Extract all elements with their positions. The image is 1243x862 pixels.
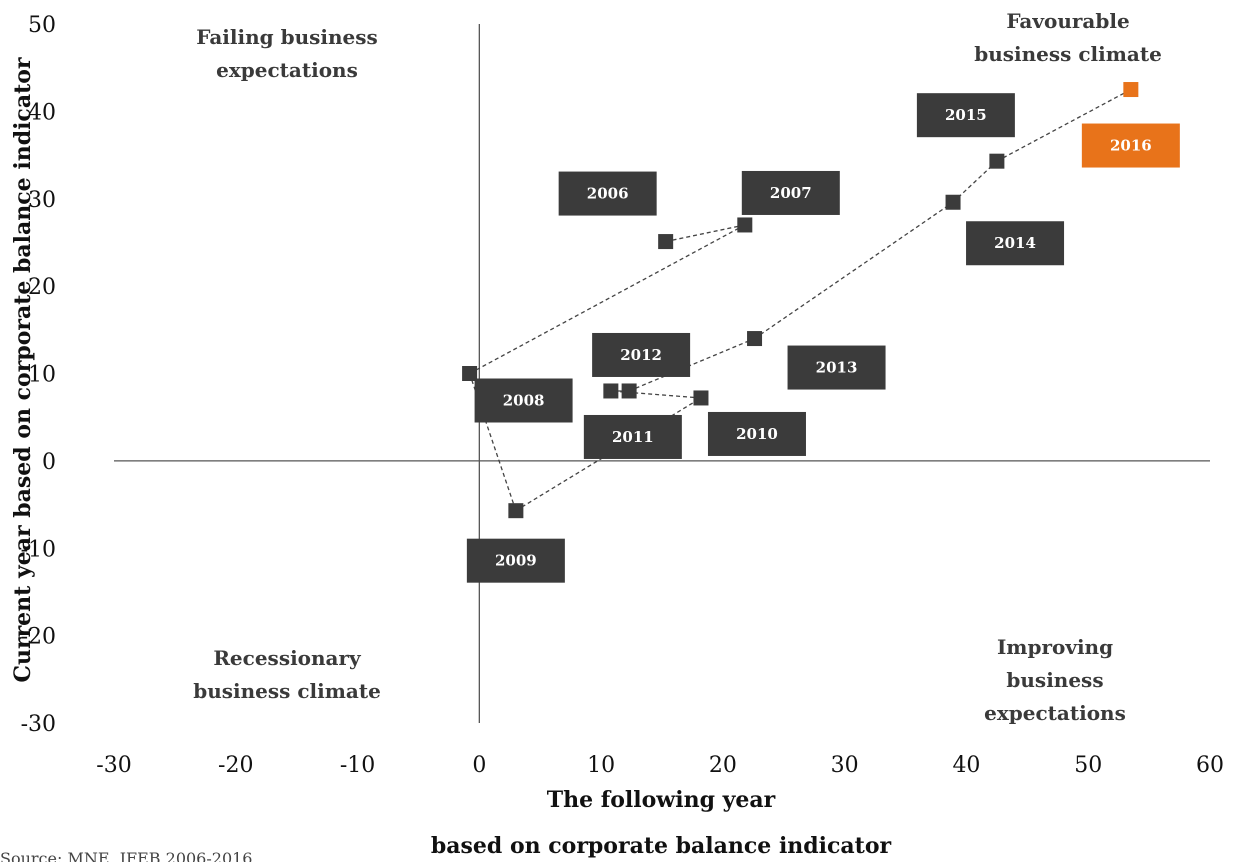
- connector-2012-2013: [628, 337, 755, 392]
- marker-2011: [603, 383, 619, 399]
- data-label-text: 2011: [612, 428, 654, 446]
- data-label-box: [1081, 123, 1180, 168]
- quadrant-label-bottom-left: Recessionary business climate: [193, 646, 381, 703]
- data-label-box: [787, 345, 886, 390]
- data-label-box: [583, 414, 682, 459]
- data-label-2011: 2011: [583, 414, 682, 459]
- data-label-box: [558, 171, 657, 216]
- marker-2012: [621, 383, 637, 399]
- y-tick-label: -20: [21, 625, 56, 650]
- x-tick-label: 40: [952, 753, 980, 778]
- y-tick-label: 30: [28, 188, 56, 213]
- data-label-text: 2010: [736, 425, 778, 443]
- data-label-2009: 2009: [466, 538, 565, 583]
- data-label-text: 2009: [495, 552, 537, 570]
- quadrant-label-top-right: Favourable business climate: [974, 9, 1162, 66]
- x-tick-labels: -30 -20 -10 0 10 20 30 40 50 60: [96, 753, 1224, 778]
- connector-2013-2014: [754, 201, 954, 340]
- y-tick-label: 40: [28, 100, 56, 125]
- data-label-2008: 2008: [474, 378, 573, 423]
- x-tick-label: -10: [340, 753, 375, 778]
- y-tick-label: 10: [28, 363, 56, 388]
- y-tick-label: 0: [42, 450, 56, 475]
- data-label-text: 2016: [1110, 137, 1152, 155]
- data-label-box: [592, 332, 691, 377]
- axes: [114, 24, 1210, 723]
- x-tick-label: -30: [96, 753, 131, 778]
- axis-titles: The following year based on corporate bal…: [10, 57, 892, 859]
- marker-2009: [508, 503, 524, 519]
- x-axis-title: The following year based on corporate bal…: [431, 787, 892, 859]
- x-tick-label: 30: [831, 753, 859, 778]
- data-label-text: 2014: [994, 234, 1036, 252]
- data-label-text: 2012: [620, 346, 662, 364]
- marker-2015: [989, 153, 1005, 169]
- data-label-2016: 2016: [1081, 123, 1180, 168]
- marker-2013: [747, 331, 763, 347]
- y-tick-label: 20: [28, 275, 56, 300]
- marker-2007: [737, 217, 753, 233]
- data-label-text: 2007: [770, 184, 812, 202]
- quadrant-labels: Failing business expectations Favourable bu…: [193, 9, 1162, 725]
- data-label-box: [916, 93, 1015, 138]
- data-label-2010: 2010: [707, 411, 806, 456]
- data-label-2006: 2006: [558, 171, 657, 216]
- data-label-text: 2008: [503, 392, 545, 410]
- data-label-box: [474, 378, 573, 423]
- y-tick-label: -10: [21, 537, 56, 562]
- connector-2010-2011: [610, 390, 702, 399]
- data-label-text: 2013: [816, 359, 858, 377]
- quadrant-label-top-left: Failing business expectations: [196, 25, 378, 82]
- data-label-2015: 2015: [916, 93, 1015, 138]
- data-labels: 2006 2007 2008 2009 2010 2011 2012 2013 2014 2015…: [466, 93, 1180, 583]
- x-tick-label: 10: [587, 753, 615, 778]
- data-label-box: [707, 411, 806, 456]
- marker-2014: [945, 194, 961, 210]
- marker-2016: [1123, 82, 1139, 98]
- data-label-box: [966, 221, 1065, 266]
- quadrant-label-bottom-right: Improving business expectations: [984, 635, 1126, 725]
- data-label-text: 2006: [587, 185, 629, 203]
- x-tick-label: 50: [1074, 753, 1102, 778]
- y-tick-labels: -30 -20 -10 0 10 20 30 40 50: [21, 13, 56, 737]
- data-label-2007: 2007: [741, 170, 840, 215]
- y-tick-label: -30: [21, 712, 56, 737]
- marker-2008: [462, 366, 478, 381]
- data-label-2012: 2012: [592, 332, 691, 377]
- x-tick-label: -20: [218, 753, 253, 778]
- marker-2006: [658, 234, 674, 250]
- data-label-text: 2015: [945, 106, 987, 124]
- source-note: Source: MNE, IFEB 2006-2016: [0, 849, 252, 862]
- connector-2007-2008: [469, 224, 746, 375]
- data-label-box: [466, 538, 565, 583]
- x-tick-label: 60: [1196, 753, 1224, 778]
- x-tick-label: 0: [472, 753, 486, 778]
- data-markers: [462, 82, 1139, 519]
- data-label-box: [741, 170, 840, 215]
- marker-2010: [693, 390, 709, 406]
- connector-2015-2016: [996, 88, 1132, 162]
- x-tick-label: 20: [709, 753, 737, 778]
- data-label-2014: 2014: [966, 221, 1065, 266]
- y-tick-label: 50: [28, 13, 56, 38]
- data-label-2013: 2013: [787, 345, 886, 390]
- y-axis-title: Current year based on corporate balance …: [10, 57, 36, 682]
- connector-2006-2007: [665, 224, 745, 243]
